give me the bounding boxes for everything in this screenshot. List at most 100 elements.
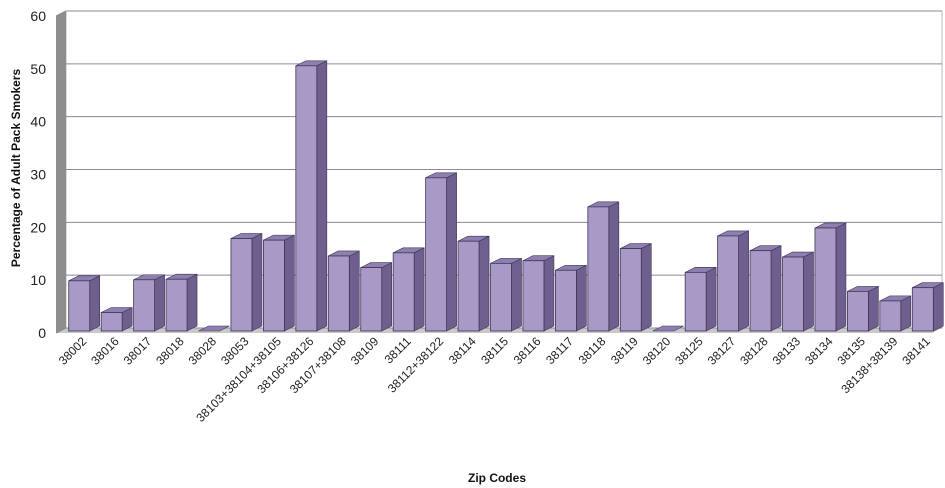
x-tick-label: 38119	[608, 334, 641, 367]
bar-front	[295, 65, 318, 332]
bar-side	[316, 60, 328, 332]
bar-front	[425, 177, 448, 332]
bar-side	[835, 222, 847, 332]
x-tick-label: 38017	[121, 334, 155, 368]
bar-side	[446, 172, 457, 332]
bar-front	[392, 252, 415, 332]
bar-side	[284, 234, 295, 332]
bar-side	[576, 264, 587, 332]
x-tick-label: 38016	[88, 334, 122, 368]
bar	[490, 257, 522, 332]
gridline	[55, 169, 942, 175]
y-tick-label: 0	[38, 325, 46, 341]
bar-side	[868, 285, 879, 332]
bar	[717, 230, 749, 332]
bar-front	[911, 287, 934, 332]
y-axis-title: Percentage of Adult Pack Smokers	[9, 69, 23, 268]
bar-front	[490, 262, 512, 332]
bar-front	[749, 250, 772, 332]
bar	[295, 60, 328, 332]
bar-front	[262, 239, 285, 332]
y-tick-label: 30	[30, 167, 46, 183]
x-tick-label: 38116	[511, 334, 544, 367]
bar	[814, 222, 847, 332]
bar	[522, 255, 555, 332]
x-axis: 38002380163801738018380283805338103+3810…	[56, 334, 933, 425]
x-tick-label: 38127	[705, 334, 739, 368]
bar-top	[652, 325, 684, 332]
bar-side	[251, 233, 263, 332]
gridline	[55, 10, 942, 17]
x-tick-label: 38141	[899, 334, 933, 368]
bar-front	[68, 280, 91, 332]
gridline	[55, 116, 942, 123]
bar	[619, 243, 652, 332]
bar	[554, 264, 587, 332]
x-tick-label: 38134	[802, 334, 836, 368]
bar-top	[198, 325, 230, 332]
bar-front	[100, 312, 123, 332]
bar-side	[413, 247, 425, 332]
x-tick-label: 38109	[348, 334, 382, 368]
gridline	[55, 63, 942, 70]
bar-front	[327, 255, 350, 332]
bar-front	[554, 269, 577, 332]
bar-side	[932, 282, 944, 332]
bar	[392, 247, 425, 332]
y-axis: 0 10 20 30 40 50 60	[30, 8, 46, 341]
bar	[684, 266, 717, 332]
bar-front	[133, 279, 156, 332]
x-tick-label: 38018	[153, 334, 187, 368]
bar	[327, 250, 360, 332]
bar	[587, 201, 620, 332]
bar-side	[154, 274, 165, 332]
bar-side	[738, 230, 749, 332]
bar-front	[684, 271, 707, 332]
bar-side	[89, 275, 101, 332]
bar-front	[165, 278, 188, 332]
bar	[749, 245, 782, 332]
bar-side	[770, 245, 782, 332]
bar-side	[705, 266, 717, 332]
gridline	[55, 221, 942, 228]
bar-front	[457, 240, 480, 332]
x-axis-title: Zip Codes	[468, 471, 526, 485]
bar	[68, 275, 101, 332]
gridlines	[55, 10, 942, 334]
bar-front	[230, 238, 253, 332]
x-tick-label: 38128	[737, 334, 771, 368]
bar-side	[511, 257, 522, 332]
bar	[262, 234, 295, 332]
bar-front	[360, 267, 383, 332]
bar-front	[879, 300, 902, 332]
bars	[68, 60, 944, 332]
bar-front	[846, 290, 869, 332]
y-tick-label: 50	[30, 61, 46, 77]
bar	[165, 273, 198, 332]
bar	[782, 251, 814, 332]
bar	[133, 274, 165, 332]
bar-front	[587, 206, 610, 332]
bar-side	[543, 255, 555, 332]
x-tick-label: 38115	[478, 334, 511, 367]
bar	[652, 325, 684, 332]
bar	[879, 295, 912, 332]
bar-side	[803, 251, 814, 332]
bar-front	[814, 227, 837, 332]
x-tick-label: 38125	[672, 334, 706, 368]
x-tick-label: 38118	[576, 334, 609, 367]
x-tick-label: 38114	[446, 334, 479, 367]
x-tick-label: 38028	[186, 334, 220, 368]
bar-front	[522, 260, 545, 332]
bar-front	[717, 235, 740, 332]
gridline	[55, 327, 942, 334]
bar-side	[608, 201, 620, 332]
y-tick-label: 20	[30, 219, 46, 235]
bar	[425, 172, 457, 332]
bar	[457, 235, 490, 332]
bar-side	[186, 273, 198, 332]
y-tick-label: 60	[30, 8, 46, 24]
bar-side	[478, 235, 490, 332]
x-tick-label: 38002	[56, 334, 90, 368]
